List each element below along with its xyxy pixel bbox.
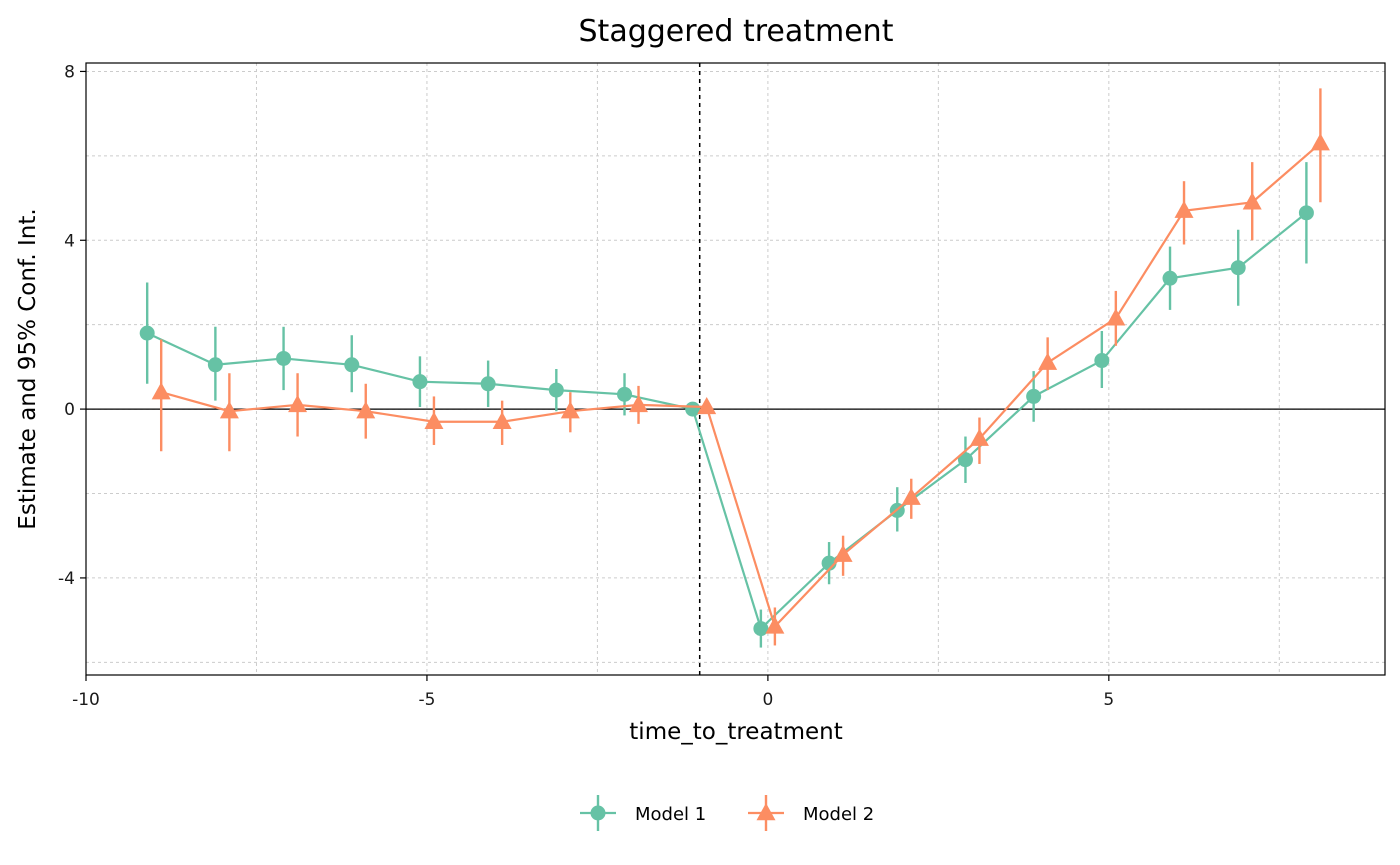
x-axis: -10 -5 0 5 <box>72 675 1114 710</box>
series-line <box>146 211 1308 631</box>
data-point-triangle <box>1038 352 1058 370</box>
data-point-circle <box>548 382 564 398</box>
data-point-circle <box>685 401 701 417</box>
data-point-triangle <box>901 487 921 505</box>
data-point-circle <box>412 374 428 390</box>
data-point-triangle <box>356 401 376 419</box>
x-tick-label: 0 <box>762 690 773 710</box>
x-tick-label: -10 <box>72 690 100 710</box>
data-point-circle <box>139 325 155 341</box>
data-point-triangle <box>969 428 989 446</box>
legend: Model 1 Model 2 <box>580 795 874 831</box>
data-point-triangle <box>560 401 580 419</box>
legend-item-1: Model 1 <box>580 795 706 831</box>
data-point-circle <box>1298 205 1314 221</box>
data-point-circle <box>1230 260 1246 276</box>
data-point-circle <box>344 357 360 373</box>
y-axis-title: Estimate and 95% Conf. Int. <box>15 208 41 529</box>
data-point-triangle <box>629 394 649 413</box>
data-point-circle <box>207 357 223 373</box>
series-1 <box>139 162 1314 648</box>
y-tick-label: -4 <box>58 569 75 589</box>
y-tick-label: 8 <box>64 62 75 82</box>
series-2 <box>151 88 1330 646</box>
x-tick-label: 5 <box>1103 690 1114 710</box>
legend-marker-triangle <box>756 803 776 821</box>
data-point-circle <box>1162 270 1178 286</box>
data-point-triangle <box>151 382 171 400</box>
x-tick-label: -5 <box>418 690 435 710</box>
data-point-circle <box>957 452 973 468</box>
plot-frame <box>85 62 1386 676</box>
data-point-triangle <box>219 401 239 419</box>
data-point-circle <box>1094 353 1110 369</box>
x-axis-title: time_to_treatment <box>629 719 842 745</box>
data-point-triangle <box>1106 308 1126 326</box>
legend-item-2: Model 2 <box>748 795 874 831</box>
data-point-circle <box>617 386 633 402</box>
y-tick-label: 4 <box>64 231 75 251</box>
data-point-triangle <box>288 394 308 413</box>
data-point-circle <box>753 621 769 637</box>
series-layer <box>139 88 1330 648</box>
chart-title: Staggered treatment <box>579 14 894 49</box>
grid <box>85 63 1385 675</box>
data-point-triangle <box>492 411 512 429</box>
y-tick-label: 0 <box>64 400 75 420</box>
data-point-triangle <box>424 411 444 429</box>
data-point-triangle <box>1242 192 1262 210</box>
legend-label: Model 1 <box>635 804 706 825</box>
data-point-circle <box>276 350 292 366</box>
legend-label: Model 2 <box>803 804 874 825</box>
data-point-circle <box>1026 388 1042 404</box>
data-point-triangle <box>833 544 853 562</box>
data-point-triangle <box>765 616 785 634</box>
data-point-triangle <box>697 396 717 415</box>
data-point-circle <box>480 376 496 392</box>
data-point-triangle <box>1174 200 1194 218</box>
legend-marker-circle <box>590 805 606 821</box>
y-axis: -4 0 4 8 <box>58 62 86 589</box>
series-line <box>160 142 1322 629</box>
data-point-triangle <box>1310 133 1330 151</box>
